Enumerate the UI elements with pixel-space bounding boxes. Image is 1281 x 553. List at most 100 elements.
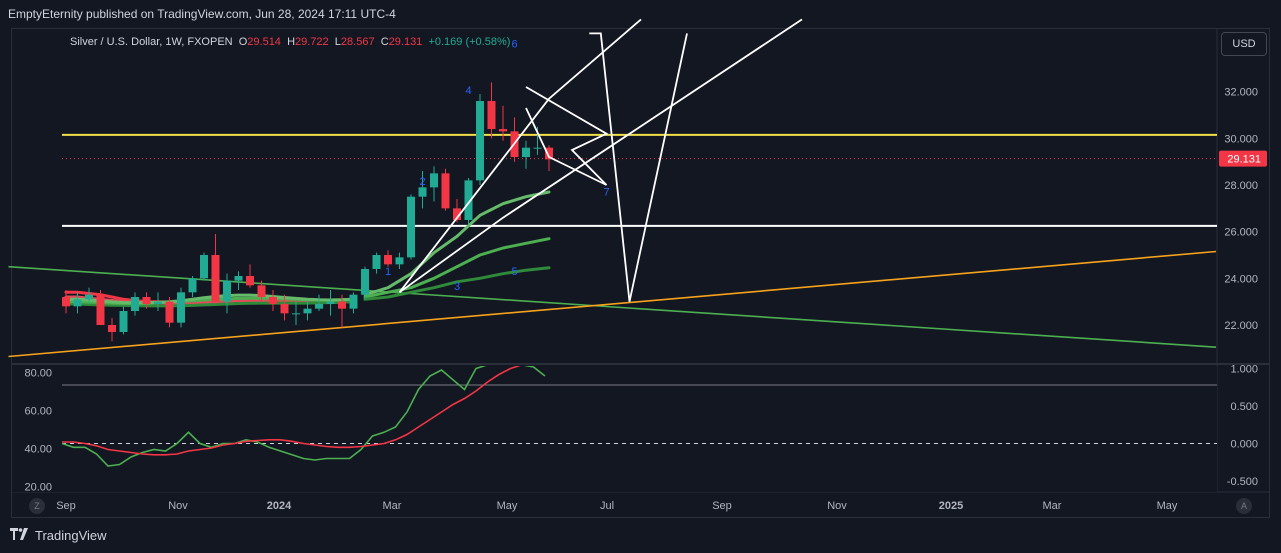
oscillator-right-tick-0: 1.000: [1230, 364, 1258, 376]
wave-label-1: 1: [385, 266, 391, 278]
wave-drawing-0: [398, 18, 642, 293]
candle-body-35: [464, 180, 473, 221]
trendline-0: [8, 265, 1217, 348]
low-label: L: [334, 36, 341, 48]
candle-body-17: [257, 285, 266, 298]
tradingview-brand-label: TradingView: [35, 528, 107, 543]
moving-average-2: [64, 300, 355, 308]
wave-label-2: 2: [419, 176, 425, 188]
time-tick-1: Nov: [168, 500, 188, 512]
price-tick-3: 28.000: [1224, 180, 1258, 192]
currency-button[interactable]: USD: [1221, 32, 1267, 56]
chart-frame: [11, 28, 1270, 518]
moving-average-extension-0: [363, 190, 551, 297]
price-change: +0.169 (+0.58%): [428, 36, 511, 48]
publisher-bar: EmptyEternity published on TradingView.c…: [0, 0, 1281, 28]
symbol-name: Silver / U.S. Dollar, 1W, FXOPEN: [70, 36, 233, 48]
candle-body-25: [349, 294, 358, 309]
candle-body-13: [211, 255, 220, 302]
drawings-layer: [398, 18, 803, 302]
candle-body-30: [407, 196, 415, 258]
candle-body-42: [545, 147, 553, 160]
oscillator-bg: [12, 366, 1217, 492]
wave-label-7: 7: [603, 187, 609, 199]
trendlines-layer: [8, 133, 1217, 358]
candle-body-3: [96, 294, 105, 325]
price-tick-0: 22.000: [1224, 320, 1258, 332]
moving-averages-layer: [64, 190, 551, 308]
candle-body-32: [430, 173, 438, 188]
time-tick-3: Mar: [383, 500, 402, 512]
candle-body-18: [269, 297, 277, 305]
close-value: 29.131: [388, 36, 423, 48]
oscillator-left-tick-0: 80.00: [24, 368, 52, 380]
tradingview-brand[interactable]: TradingView: [10, 528, 107, 543]
time-tick-10: May: [1157, 500, 1178, 512]
low-value: 28.567: [340, 36, 375, 48]
time-tick-4: May: [497, 500, 518, 512]
wave-drawing-3: [589, 32, 688, 302]
price-tick-1: 24.000: [1224, 273, 1258, 285]
candle-body-37: [487, 101, 496, 130]
publisher-info: EmptyEternity published on TradingView.c…: [8, 7, 396, 21]
wave-labels-layer: 1 2 3 4 5 6 7: [385, 38, 610, 293]
footer-bar: [0, 518, 1281, 553]
high-value: 29.722: [295, 36, 329, 48]
main-pane-bg: [12, 29, 1217, 362]
time-tick-9: Mar: [1043, 500, 1062, 512]
candle-body-11: [188, 278, 197, 293]
candle-body-34: [453, 208, 461, 221]
wave-drawing-1: [398, 18, 803, 294]
candle-body-38: [499, 129, 507, 132]
oscillator-left-tick-1: 60.00: [24, 406, 52, 418]
wave-label-5: 5: [511, 266, 517, 278]
tradingview-logo-icon: [10, 528, 30, 543]
candle-body-4: [108, 325, 116, 332]
time-tick-6: Sep: [712, 500, 732, 512]
moving-average-extension-1: [363, 237, 551, 299]
candle-body-16: [246, 276, 254, 286]
open-label: O: [238, 36, 248, 48]
axes-layer: 22.00024.00026.00028.00030.00032.00029.1…: [24, 87, 1267, 512]
oscillator-pane: [12, 366, 1217, 492]
candle-body-33: [441, 173, 450, 209]
moving-average-4: [64, 293, 355, 305]
candle-body-6: [131, 297, 139, 312]
candle-body-36: [476, 101, 484, 181]
candle-body-27: [372, 255, 381, 270]
candle-body-0: [62, 297, 70, 307]
candle-body-28: [384, 255, 392, 265]
oscillator-series-1: [62, 366, 521, 456]
oscillator-right-tick-3: -0.500: [1227, 476, 1258, 488]
candle-body-14: [223, 280, 231, 302]
candle-body-5: [119, 311, 128, 332]
candle-body-41: [533, 147, 542, 149]
price-tick-5: 32.000: [1224, 87, 1258, 99]
candle-body-40: [522, 147, 530, 158]
price-tick-4: 30.000: [1224, 133, 1258, 145]
candle-body-8: [154, 301, 162, 305]
zoom-toggle-button[interactable]: Z: [29, 498, 45, 514]
time-tick-8: 2025: [939, 500, 963, 512]
candle-body-22: [315, 304, 323, 309]
candle-body-26: [361, 269, 369, 295]
open-value: 29.514: [247, 36, 281, 48]
high-label: H: [287, 36, 296, 48]
candle-body-9: [165, 301, 174, 323]
time-tick-5: Jul: [600, 500, 614, 512]
last-price-label: 29.131: [1227, 154, 1261, 166]
close-label: C: [380, 36, 389, 48]
oscillator-left-tick-2: 40.00: [24, 444, 52, 456]
wave-label-4: 4: [465, 85, 471, 97]
auto-scale-button[interactable]: A: [1236, 498, 1252, 514]
wave-label-3: 3: [454, 281, 460, 293]
wave-drawing-2: [525, 86, 609, 186]
candle-body-19: [280, 304, 289, 314]
time-tick-2: 2024: [267, 500, 292, 512]
trendline-1: [8, 250, 1217, 358]
oscillator-right-tick-1: 0.500: [1230, 401, 1258, 413]
wave-label-6: 6: [511, 38, 517, 50]
moving-average-extension-2: [363, 266, 551, 301]
time-tick-7: Nov: [827, 500, 847, 512]
